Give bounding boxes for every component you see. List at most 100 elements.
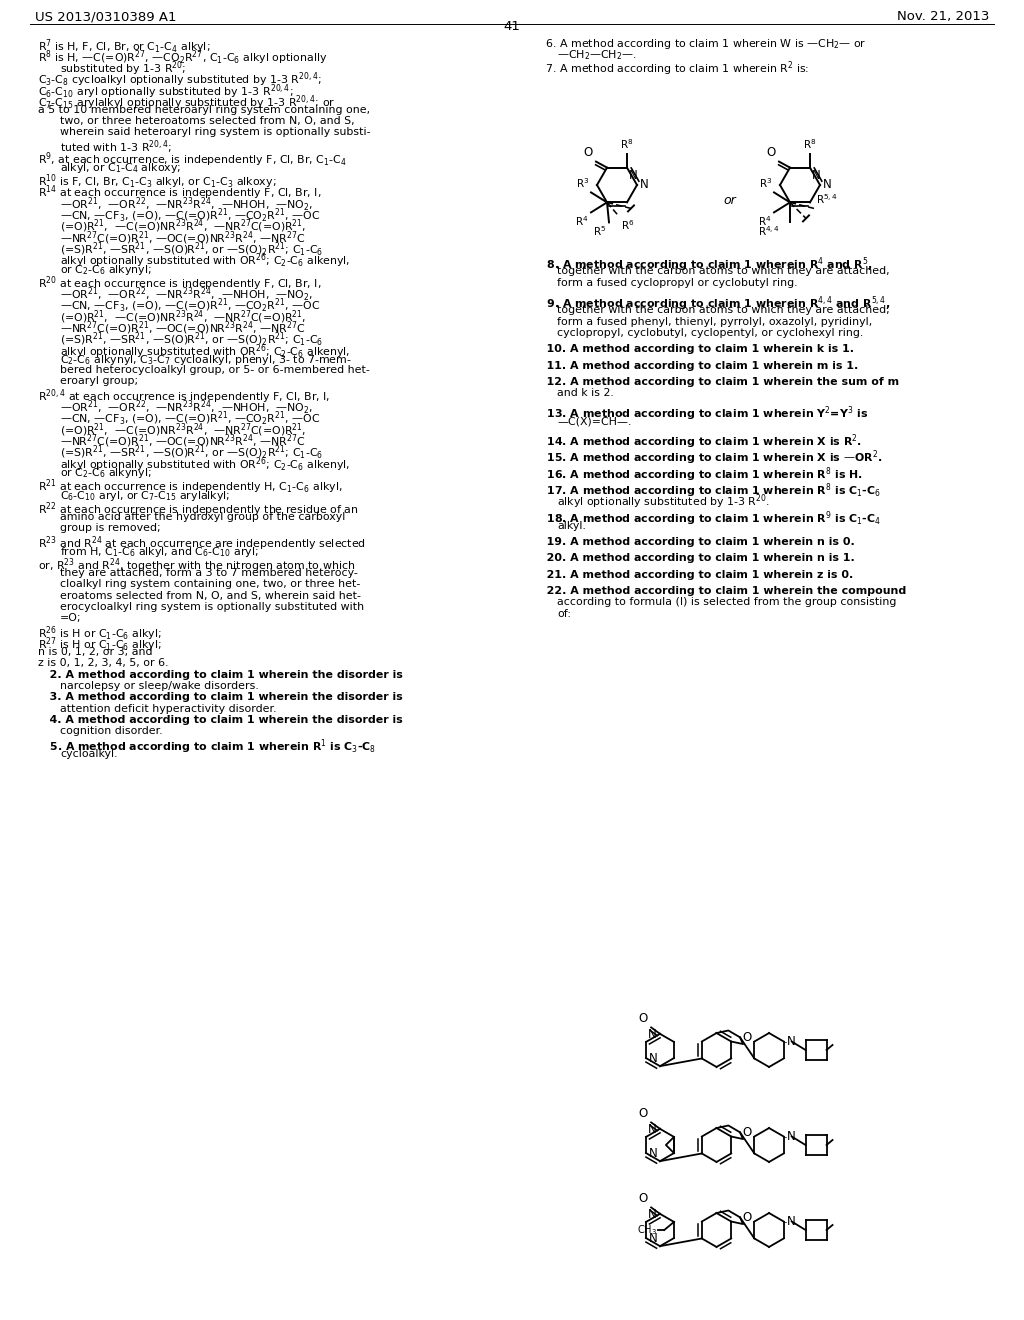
Text: R$^3$: R$^3$	[759, 177, 772, 190]
Text: R$^{4,4}$: R$^{4,4}$	[758, 224, 780, 238]
Text: —NR$^{27}$C(=O)R$^{21}$, —OC(=O)NR$^{23}$R$^{24}$, —NR$^{27}$C: —NR$^{27}$C(=O)R$^{21}$, —OC(=O)NR$^{23}…	[60, 230, 305, 247]
Text: 18. A method according to claim 1 wherein R$^9$ is C$_1$-C$_4$: 18. A method according to claim 1 wherei…	[535, 510, 881, 528]
Text: N: N	[812, 169, 821, 182]
Text: alkyl optionally substituted by 1-3 R$^{20}$.: alkyl optionally substituted by 1-3 R$^{…	[557, 492, 770, 511]
Text: R$^{26}$ is H or C$_1$-C$_6$ alkyl;: R$^{26}$ is H or C$_1$-C$_6$ alkyl;	[38, 624, 162, 643]
Text: O: O	[584, 145, 593, 158]
Text: 21. A method according to claim 1 wherein z is 0.: 21. A method according to claim 1 wherei…	[535, 570, 853, 579]
Text: cycloalkyl.: cycloalkyl.	[60, 748, 118, 759]
Text: or: or	[724, 194, 736, 206]
Text: R$^8$: R$^8$	[621, 137, 634, 152]
Text: a 5 to 10 membered heteroaryl ring system containing one,: a 5 to 10 membered heteroaryl ring syste…	[38, 104, 370, 115]
Text: —OR$^{21}$,  —OR$^{22}$,  —NR$^{23}$R$^{24}$,  —NHOH,  —NO$_2$,: —OR$^{21}$, —OR$^{22}$, —NR$^{23}$R$^{24…	[60, 285, 313, 304]
Text: —NR$^{27}$C(=O)R$^{21}$, —OC(=O)NR$^{23}$R$^{24}$, —NR$^{27}$C: —NR$^{27}$C(=O)R$^{21}$, —OC(=O)NR$^{23}…	[60, 433, 305, 450]
Text: 15. A method according to claim 1 wherein X is —OR$^2$.: 15. A method according to claim 1 wherei…	[535, 449, 883, 467]
Text: R$^{20,4}$ at each occurrence is independently F, Cl, Br, I,: R$^{20,4}$ at each occurrence is indepen…	[38, 387, 331, 405]
Text: alkyl optionally substituted with OR$^{26}$; C$_2$-C$_6$ alkenyl,: alkyl optionally substituted with OR$^{2…	[60, 252, 350, 271]
Text: or C$_2$-C$_6$ alkynyl;: or C$_2$-C$_6$ alkynyl;	[60, 466, 152, 480]
Text: 13. A method according to claim 1 wherein Y$^2$=Y$^3$ is: 13. A method according to claim 1 wherei…	[535, 405, 868, 424]
Text: cloalkyl ring system containing one, two, or three het-: cloalkyl ring system containing one, two…	[60, 579, 360, 590]
Text: O: O	[639, 1192, 648, 1205]
Text: cognition disorder.: cognition disorder.	[60, 726, 163, 737]
Text: —CN, —CF$_3$, (=O), —C(=O)R$^{21}$, —CO$_2$R$^{21}$, —OC: —CN, —CF$_3$, (=O), —C(=O)R$^{21}$, —CO$…	[60, 206, 321, 224]
Text: US 2013/0310389 A1: US 2013/0310389 A1	[35, 11, 176, 22]
Text: —CH$_2$—CH$_2$—.: —CH$_2$—CH$_2$—.	[557, 49, 637, 62]
Text: N: N	[648, 1123, 656, 1137]
Text: according to formula (I) is selected from the group consisting: according to formula (I) is selected fro…	[557, 598, 896, 607]
Text: they are attached, form a 3 to 7 membered heterocy-: they are attached, form a 3 to 7 membere…	[60, 568, 357, 578]
Text: (=O)R$^{21}$,  —C(=O)NR$^{23}$R$^{24}$,  —NR$^{27}$C(=O)R$^{21}$,: (=O)R$^{21}$, —C(=O)NR$^{23}$R$^{24}$, —…	[60, 421, 306, 438]
Text: N: N	[629, 169, 638, 182]
Text: C$_7$-C$_{15}$ arylalkyl optionally substituted by 1-3 R$^{20,4}$; or: C$_7$-C$_{15}$ arylalkyl optionally subs…	[38, 94, 335, 112]
Text: —CN, —CF$_3$, (=O), —C(=O)R$^{21}$, —CO$_2$R$^{21}$, —OC: —CN, —CF$_3$, (=O), —C(=O)R$^{21}$, —CO$…	[60, 297, 321, 315]
Text: C$_6$-C$_{10}$ aryl optionally substituted by 1-3 R$^{20,4}$;: C$_6$-C$_{10}$ aryl optionally substitut…	[38, 82, 294, 100]
Text: substituted by 1-3 R$^{20}$;: substituted by 1-3 R$^{20}$;	[60, 59, 186, 78]
Text: and k is 2.: and k is 2.	[557, 388, 613, 399]
Text: attention deficit hyperactivity disorder.: attention deficit hyperactivity disorder…	[60, 704, 276, 714]
Text: O: O	[639, 1012, 648, 1026]
Text: bered heterocycloalkyl group, or 5- or 6-membered het-: bered heterocycloalkyl group, or 5- or 6…	[60, 364, 370, 375]
Text: or, R$^{23}$ and R$^{24}$, together with the nitrogen atom to which: or, R$^{23}$ and R$^{24}$, together with…	[38, 557, 355, 576]
Text: O: O	[742, 1210, 752, 1224]
Text: eroatoms selected from N, O, and S, wherein said het-: eroatoms selected from N, O, and S, wher…	[60, 590, 361, 601]
Text: of:: of:	[557, 609, 571, 619]
Text: R$^{27}$ is H or C$_1$-C$_6$ alkyl;: R$^{27}$ is H or C$_1$-C$_6$ alkyl;	[38, 636, 162, 655]
Text: R$^7$ is H, F, Cl, Br, or C$_1$-C$_4$ alkyl;: R$^7$ is H, F, Cl, Br, or C$_1$-C$_4$ al…	[38, 37, 210, 55]
Text: (=S)R$^{21}$, —SR$^{21}$, —S(O)R$^{21}$, or —S(O)$_2$R$^{21}$; C$_1$-C$_6$: (=S)R$^{21}$, —SR$^{21}$, —S(O)R$^{21}$,…	[60, 331, 324, 348]
Text: R$^9$, at each occurrence, is independently F, Cl, Br, C$_1$-C$_4$: R$^9$, at each occurrence, is independen…	[38, 150, 347, 169]
Text: tuted with 1-3 R$^{20,4}$;: tuted with 1-3 R$^{20,4}$;	[60, 139, 172, 156]
Text: 2. A method according to claim 1 wherein the disorder is: 2. A method according to claim 1 wherein…	[38, 669, 402, 680]
Text: —CN, —CF$_3$, (=O), —C(=O)R$^{21}$, —CO$_2$R$^{21}$, —OC: —CN, —CF$_3$, (=O), —C(=O)R$^{21}$, —CO$…	[60, 411, 321, 428]
Text: 6. A method according to claim 1 wherein W is —CH$_2$— or: 6. A method according to claim 1 wherein…	[535, 37, 866, 51]
Text: 17. A method according to claim 1 wherein R$^8$ is C$_1$-C$_6$: 17. A method according to claim 1 wherei…	[535, 482, 881, 500]
Text: wherein said heteroaryl ring system is optionally substi-: wherein said heteroaryl ring system is o…	[60, 128, 371, 137]
Text: =O;: =O;	[60, 614, 82, 623]
Text: group is removed;: group is removed;	[60, 523, 161, 533]
Text: narcolepsy or sleep/wake disorders.: narcolepsy or sleep/wake disorders.	[60, 681, 259, 692]
Text: N: N	[786, 1035, 796, 1048]
Text: (=O)R$^{21}$,  —C(=O)NR$^{23}$R$^{24}$,  —NR$^{27}$C(=O)R$^{21}$,: (=O)R$^{21}$, —C(=O)NR$^{23}$R$^{24}$, —…	[60, 218, 306, 235]
Text: alkyl optionally substituted with OR$^{26}$; C$_2$-C$_6$ alkenyl,: alkyl optionally substituted with OR$^{2…	[60, 342, 350, 360]
Text: 11. A method according to claim 1 wherein m is 1.: 11. A method according to claim 1 wherei…	[535, 360, 858, 371]
Text: R$^{23}$ and R$^{24}$ at each occurrence are independently selected: R$^{23}$ and R$^{24}$ at each occurrence…	[38, 535, 366, 553]
Text: together with the carbon atoms to which they are attached,: together with the carbon atoms to which …	[557, 305, 890, 315]
Text: —NR$^{27}$C(=O)R$^{21}$, —OC(=O)NR$^{23}$R$^{24}$, —NR$^{27}$C: —NR$^{27}$C(=O)R$^{21}$, —OC(=O)NR$^{23}…	[60, 319, 305, 337]
Text: —OR$^{21}$,  —OR$^{22}$,  —NR$^{23}$R$^{24}$,  —NHOH,  —NO$_2$,: —OR$^{21}$, —OR$^{22}$, —NR$^{23}$R$^{24…	[60, 195, 313, 214]
Text: N: N	[649, 1232, 657, 1245]
Text: N: N	[649, 1052, 657, 1064]
Text: CH$_3$: CH$_3$	[637, 1224, 657, 1237]
Text: 9. A method according to claim 1 wherein R$^{4,4}$ and R$^{5,4}$,: 9. A method according to claim 1 wherein…	[535, 294, 890, 313]
Text: form a fused cyclopropyl or cyclobutyl ring.: form a fused cyclopropyl or cyclobutyl r…	[557, 277, 798, 288]
Text: R$^{20}$ at each occurrence is independently F, Cl, Br, I,: R$^{20}$ at each occurrence is independe…	[38, 275, 322, 293]
Text: (=S)R$^{21}$, —SR$^{21}$, —S(O)R$^{21}$, or —S(O)$_2$R$^{21}$; C$_1$-C$_6$: (=S)R$^{21}$, —SR$^{21}$, —S(O)R$^{21}$,…	[60, 240, 324, 259]
Text: R$^4$: R$^4$	[575, 214, 589, 228]
Text: from H, C$_1$-C$_6$ alkyl, and C$_6$-C$_{10}$ aryl;: from H, C$_1$-C$_6$ alkyl, and C$_6$-C$_…	[60, 545, 258, 560]
Text: N: N	[823, 178, 831, 191]
Text: N: N	[648, 1028, 656, 1041]
Text: O: O	[639, 1107, 648, 1121]
Text: amino acid after the hydroxyl group of the carboxyl: amino acid after the hydroxyl group of t…	[60, 512, 345, 521]
Text: N: N	[640, 178, 649, 191]
Text: or C$_2$-C$_6$ alkynyl;: or C$_2$-C$_6$ alkynyl;	[60, 263, 152, 277]
Text: R$^3$: R$^3$	[575, 177, 589, 190]
Text: C$_2$-C$_6$ alkynyl, C$_3$-C$_7$ cycloalkyl, phenyl, 3- to 7-mem-: C$_2$-C$_6$ alkynyl, C$_3$-C$_7$ cycloal…	[60, 354, 351, 367]
Text: (=O)R$^{21}$,  —C(=O)NR$^{23}$R$^{24}$,  —NR$^{27}$C(=O)R$^{21}$,: (=O)R$^{21}$, —C(=O)NR$^{23}$R$^{24}$, —…	[60, 308, 306, 326]
Text: 8. A method according to claim 1 wherein R$^4$ and R$^5$,: 8. A method according to claim 1 wherein…	[535, 255, 872, 273]
Text: 7. A method according to claim 1 wherein R$^2$ is:: 7. A method according to claim 1 wherein…	[535, 59, 809, 78]
Text: 22. A method according to claim 1 wherein the compound: 22. A method according to claim 1 wherei…	[535, 586, 906, 597]
Text: C$_6$-C$_{10}$ aryl, or C$_7$-C$_{15}$ arylalkyl;: C$_6$-C$_{10}$ aryl, or C$_7$-C$_{15}$ a…	[60, 488, 230, 503]
Text: n is 0, 1, 2, or 3; and: n is 0, 1, 2, or 3; and	[38, 647, 153, 657]
Text: Nov. 21, 2013: Nov. 21, 2013	[897, 11, 989, 22]
Text: cyclopropyl, cyclobutyl, cyclopentyl, or cyclohexyl ring.: cyclopropyl, cyclobutyl, cyclopentyl, or…	[557, 327, 863, 338]
Text: 4. A method according to claim 1 wherein the disorder is: 4. A method according to claim 1 wherein…	[38, 715, 402, 725]
Text: 5. A method according to claim 1 wherein R$^1$ is C$_3$-C$_8$: 5. A method according to claim 1 wherein…	[38, 738, 376, 756]
Text: 3. A method according to claim 1 wherein the disorder is: 3. A method according to claim 1 wherein…	[38, 693, 402, 702]
Text: R$^{10}$ is F, Cl, Br, C$_1$-C$_3$ alkyl, or C$_1$-C$_3$ alkoxy;: R$^{10}$ is F, Cl, Br, C$_1$-C$_3$ alkyl…	[38, 173, 276, 191]
Text: 16. A method according to claim 1 wherein R$^8$ is H.: 16. A method according to claim 1 wherei…	[535, 465, 863, 483]
Text: 41: 41	[504, 20, 520, 33]
Text: alkyl.: alkyl.	[557, 520, 586, 531]
Text: 12. A method according to claim 1 wherein the sum of m: 12. A method according to claim 1 wherei…	[535, 378, 899, 387]
Text: two, or three heteroatoms selected from N, O, and S,: two, or three heteroatoms selected from …	[60, 116, 354, 127]
Text: alkyl, or C$_1$-C$_4$ alkoxy;: alkyl, or C$_1$-C$_4$ alkoxy;	[60, 161, 181, 176]
Text: 20. A method according to claim 1 wherein n is 1.: 20. A method according to claim 1 wherei…	[535, 553, 855, 564]
